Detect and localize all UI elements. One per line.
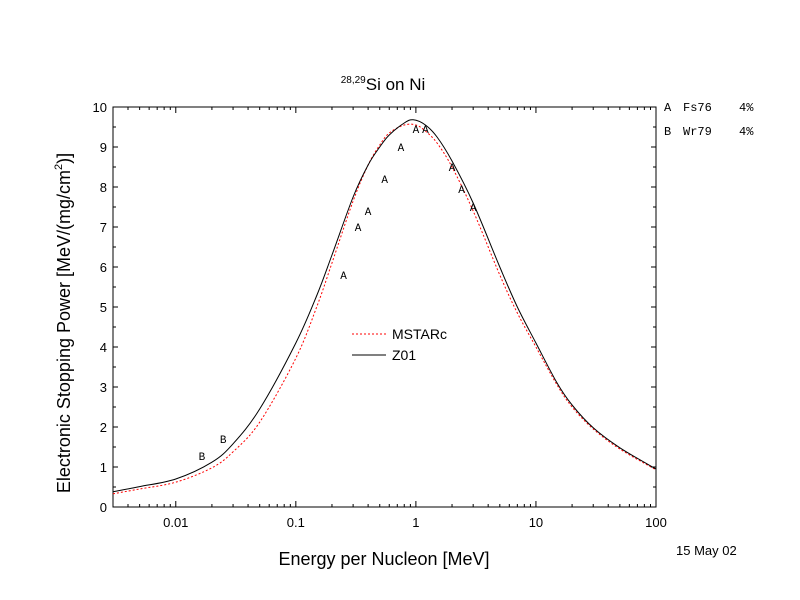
x-tick-label: 0.01 bbox=[163, 515, 188, 530]
legend-label-mstarc: MSTARc bbox=[392, 326, 447, 342]
x-tick-label: 0.1 bbox=[287, 515, 305, 530]
x-tick-label: 1 bbox=[412, 515, 419, 530]
data-point-a: A bbox=[340, 271, 347, 283]
data-point-a: A bbox=[381, 175, 388, 187]
y-tick-label: 1 bbox=[100, 460, 107, 475]
date-stamp: 15 May 02 bbox=[676, 543, 737, 558]
x-tick-labels: 0.01 0.1 1 10 100 bbox=[163, 515, 667, 530]
y-tick-label: 9 bbox=[100, 140, 107, 155]
reference-a-letter: A bbox=[664, 101, 672, 115]
y-tick-labels: 0 1 2 3 4 5 6 7 8 9 10 bbox=[93, 100, 107, 515]
data-point-a: A bbox=[365, 207, 372, 219]
reference-b-name: Wr79 bbox=[683, 125, 712, 139]
data-point-a: A bbox=[413, 125, 420, 137]
y-tick-label: 4 bbox=[100, 340, 107, 355]
data-point-a: A bbox=[470, 203, 477, 215]
axis-ticks bbox=[112, 106, 657, 508]
y-tick-label: 5 bbox=[100, 300, 107, 315]
data-point-a: A bbox=[398, 143, 405, 155]
title-superscript: 28,29 bbox=[341, 75, 366, 86]
y-axis-label: Electronic Stopping Power [MeV/(mg/cm2)] bbox=[53, 153, 74, 493]
y-axis-label-main: Electronic Stopping Power [MeV/(mg/cm bbox=[54, 170, 74, 493]
y-tick-label: 2 bbox=[100, 420, 107, 435]
y-axis-label-end: )] bbox=[54, 153, 74, 164]
reference-b: B Wr79 4% bbox=[664, 125, 754, 139]
reference-a-name: Fs76 bbox=[683, 101, 712, 115]
data-point-a: A bbox=[458, 185, 465, 197]
data-point-b: B bbox=[199, 452, 206, 464]
reference-a: A Fs76 4% bbox=[664, 101, 754, 115]
y-tick-label: 3 bbox=[100, 380, 107, 395]
y-tick-label: 10 bbox=[93, 100, 107, 115]
data-point-b: B bbox=[220, 435, 227, 447]
x-axis-label: Energy per Nucleon [MeV] bbox=[278, 549, 489, 569]
reference-a-pct: 4% bbox=[739, 101, 754, 115]
reference-b-pct: 4% bbox=[739, 125, 754, 139]
y-tick-label: 0 bbox=[100, 500, 107, 515]
reference-list: A Fs76 4% B Wr79 4% bbox=[664, 101, 754, 139]
y-tick-label: 8 bbox=[100, 180, 107, 195]
y-axis-label-sup: 2 bbox=[53, 164, 65, 170]
legend-label-z01: Z01 bbox=[392, 347, 416, 363]
plot-frame bbox=[112, 106, 657, 508]
data-point-a: A bbox=[422, 125, 429, 137]
series-line-mstarc bbox=[112, 123, 657, 495]
series-line-z01 bbox=[112, 119, 657, 493]
data-point-a: A bbox=[449, 163, 456, 175]
x-tick-label: 10 bbox=[529, 515, 543, 530]
legend: MSTARc Z01 bbox=[352, 326, 447, 363]
y-tick-label: 6 bbox=[100, 260, 107, 275]
data-point-a: A bbox=[355, 223, 362, 235]
chart-title: 28,29Si on Ni bbox=[341, 75, 426, 94]
y-tick-label: 7 bbox=[100, 220, 107, 235]
reference-b-letter: B bbox=[664, 125, 671, 139]
series-layer bbox=[112, 119, 657, 495]
x-tick-label: 100 bbox=[645, 515, 667, 530]
title-main: Si on Ni bbox=[366, 75, 426, 94]
